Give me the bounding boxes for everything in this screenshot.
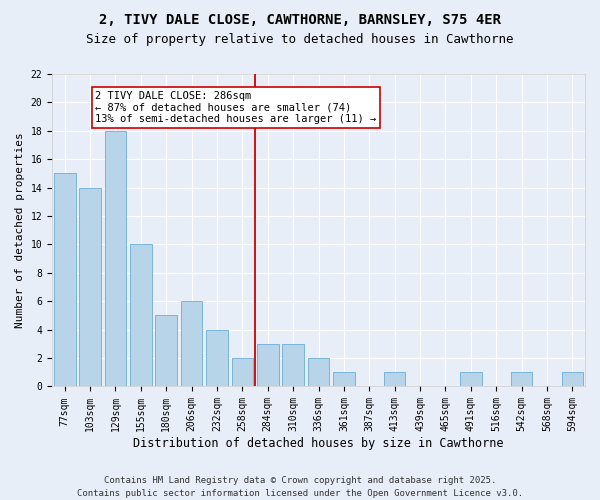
Text: 2, TIVY DALE CLOSE, CAWTHORNE, BARNSLEY, S75 4ER: 2, TIVY DALE CLOSE, CAWTHORNE, BARNSLEY,… (99, 12, 501, 26)
Bar (283, 344, 304, 387)
Bar (384, 372, 406, 386)
Bar (54, 174, 76, 386)
Bar (333, 372, 355, 386)
Bar (155, 316, 177, 386)
Bar (257, 344, 278, 387)
Bar (511, 372, 532, 386)
Bar (460, 372, 482, 386)
Bar (308, 358, 329, 386)
X-axis label: Distribution of detached houses by size in Cawthorne: Distribution of detached houses by size … (133, 437, 504, 450)
Text: Contains HM Land Registry data © Crown copyright and database right 2025.
Contai: Contains HM Land Registry data © Crown c… (77, 476, 523, 498)
Bar (206, 330, 228, 386)
Bar (130, 244, 152, 386)
Y-axis label: Number of detached properties: Number of detached properties (15, 132, 25, 328)
Bar (562, 372, 583, 386)
Bar (181, 302, 202, 386)
Text: Size of property relative to detached houses in Cawthorne: Size of property relative to detached ho… (86, 32, 514, 46)
Text: 2 TIVY DALE CLOSE: 286sqm
← 87% of detached houses are smaller (74)
13% of semi-: 2 TIVY DALE CLOSE: 286sqm ← 87% of detac… (95, 91, 376, 124)
Bar (79, 188, 101, 386)
Bar (104, 131, 126, 386)
Bar (232, 358, 253, 386)
